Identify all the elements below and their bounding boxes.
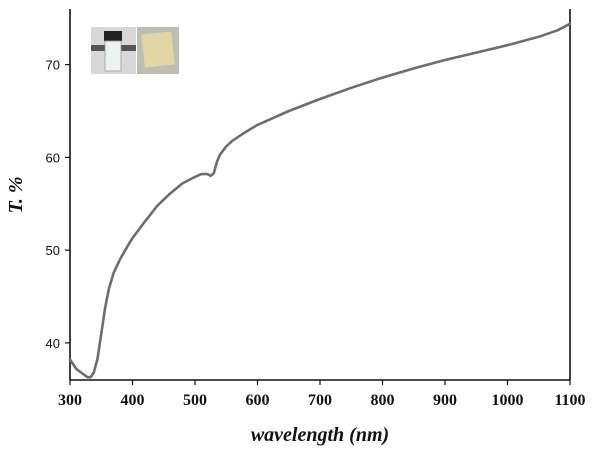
y-tick-label: 50 — [46, 243, 60, 258]
x-tick-label: 500 — [183, 392, 207, 409]
y-ticks: 40 50 60 70 — [46, 58, 70, 351]
x-tick-label: 800 — [371, 392, 395, 409]
y-tick-label: 70 — [46, 58, 60, 73]
y-tick-label: 60 — [46, 150, 60, 165]
inset-photos — [91, 27, 179, 74]
y-axis-title: T. % — [5, 176, 27, 213]
series-layer — [68, 22, 572, 379]
x-tick-label: 300 — [58, 392, 82, 409]
y-tick-label: 40 — [46, 336, 60, 351]
film-sample-icon — [141, 31, 175, 68]
x-axis-title: wavelength (nm) — [251, 424, 389, 446]
vial-cap-icon — [104, 31, 122, 41]
x-tick-label: 400 — [121, 392, 145, 409]
x-tick-label: 700 — [308, 392, 332, 409]
x-ticks: 300 400 500 600 700 800 900 1000 1100 — [58, 380, 586, 409]
transmittance-series-line — [68, 22, 572, 379]
x-tick-label: 900 — [433, 392, 457, 409]
vial-body-icon — [104, 40, 122, 72]
x-tick-label: 600 — [246, 392, 270, 409]
x-tick-label: 1000 — [492, 392, 524, 409]
x-tick-label: 1100 — [554, 392, 585, 409]
